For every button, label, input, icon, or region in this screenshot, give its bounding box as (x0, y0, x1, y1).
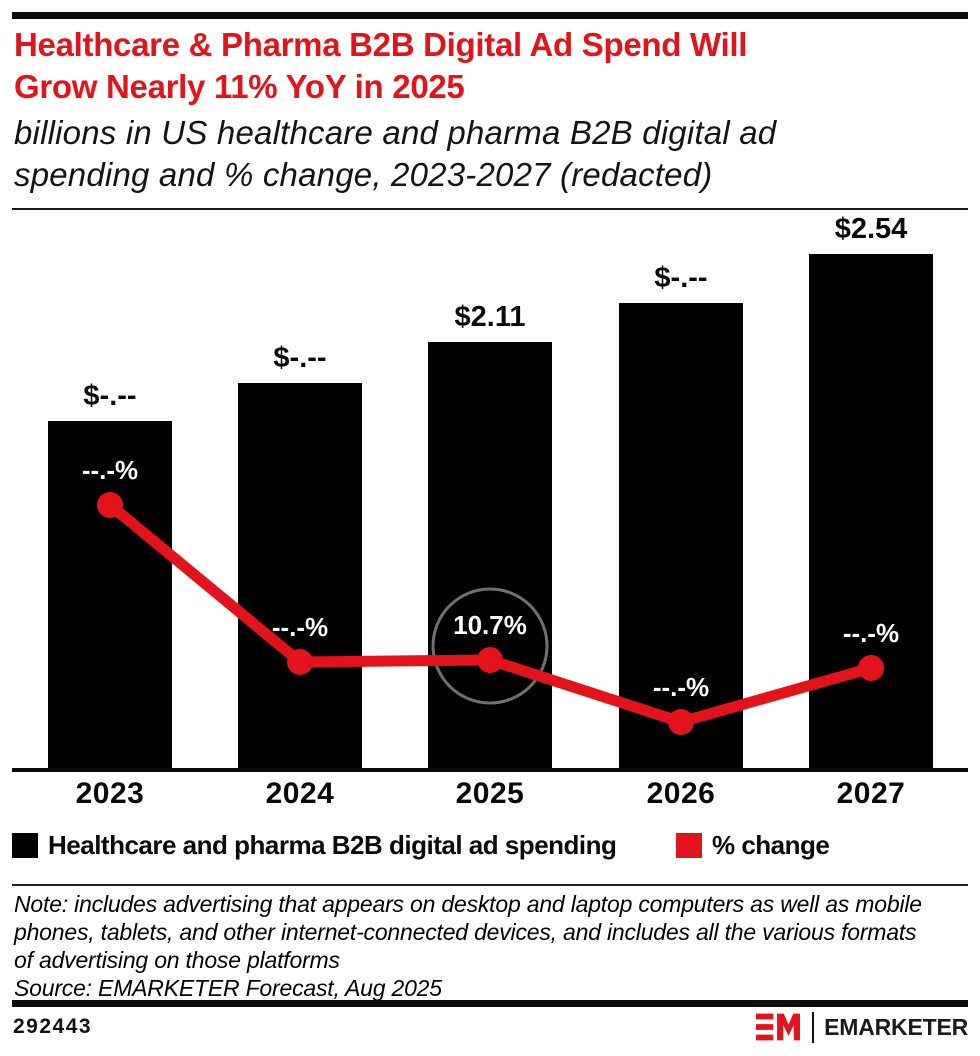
chart-legend: Healthcare and pharma B2B digital ad spe… (12, 829, 968, 860)
logo-separator (812, 1011, 815, 1043)
line-value-2027: --.-% (842, 618, 900, 648)
line-value-2026: --.-% (652, 672, 710, 702)
top-accent-bar (12, 12, 968, 19)
bar-2024 (238, 383, 362, 770)
note-text: Note: includes advertising that appears … (14, 891, 922, 973)
emarketer-logo-mark (756, 1013, 801, 1041)
note-and-source: Note: includes advertising that appears … (14, 890, 970, 1002)
axis-label-2025: 2025 (455, 777, 525, 810)
chart-subtitle: billions in US healthcare and pharma B2B… (14, 114, 777, 193)
bar-value-2023: $-.-- (83, 380, 137, 412)
bar-value-2025: $2.11 (454, 301, 526, 333)
legend-item-line-series: % change (676, 829, 830, 860)
axis-label-2026: 2026 (646, 777, 716, 810)
emarketer-logo: EMARKETER (756, 1010, 968, 1044)
brand-wordmark: EMARKETER (824, 1013, 968, 1040)
header-divider (12, 208, 968, 210)
document-id: 292443 (13, 1015, 93, 1038)
legend-item-bar-series: Healthcare and pharma B2B digital ad spe… (12, 829, 617, 860)
bar-2025 (428, 342, 552, 770)
bar-value-2026: $-.-- (654, 262, 708, 294)
axis-label-2023: 2023 (75, 777, 145, 810)
axis-label-2027: 2027 (836, 777, 906, 810)
axis-label-2024: 2024 (265, 777, 335, 810)
legend-label-bar-series: Healthcare and pharma B2B digital ad spe… (48, 829, 617, 860)
legend-swatch-black (12, 832, 38, 858)
bar-value-2027: $2.54 (834, 213, 908, 245)
bar-value-2024: $-.-- (273, 342, 327, 374)
bar-2027 (809, 254, 933, 770)
legend-label-line-series: % change (712, 829, 830, 860)
footer-accent-bar (12, 1000, 968, 1007)
chart-title: Healthcare & Pharma B2B Digital Ad Spend… (14, 26, 748, 105)
line-value-2023: --.-% (81, 455, 139, 485)
line-value-2025: 10.7% (453, 610, 527, 640)
footer-divider (12, 884, 968, 886)
legend-swatch-red (676, 832, 702, 858)
x-axis-line (12, 768, 968, 772)
source-text: Source: EMARKETER Forecast, Aug 2025 (14, 975, 442, 1001)
line-value-2024: --.-% (271, 612, 329, 642)
